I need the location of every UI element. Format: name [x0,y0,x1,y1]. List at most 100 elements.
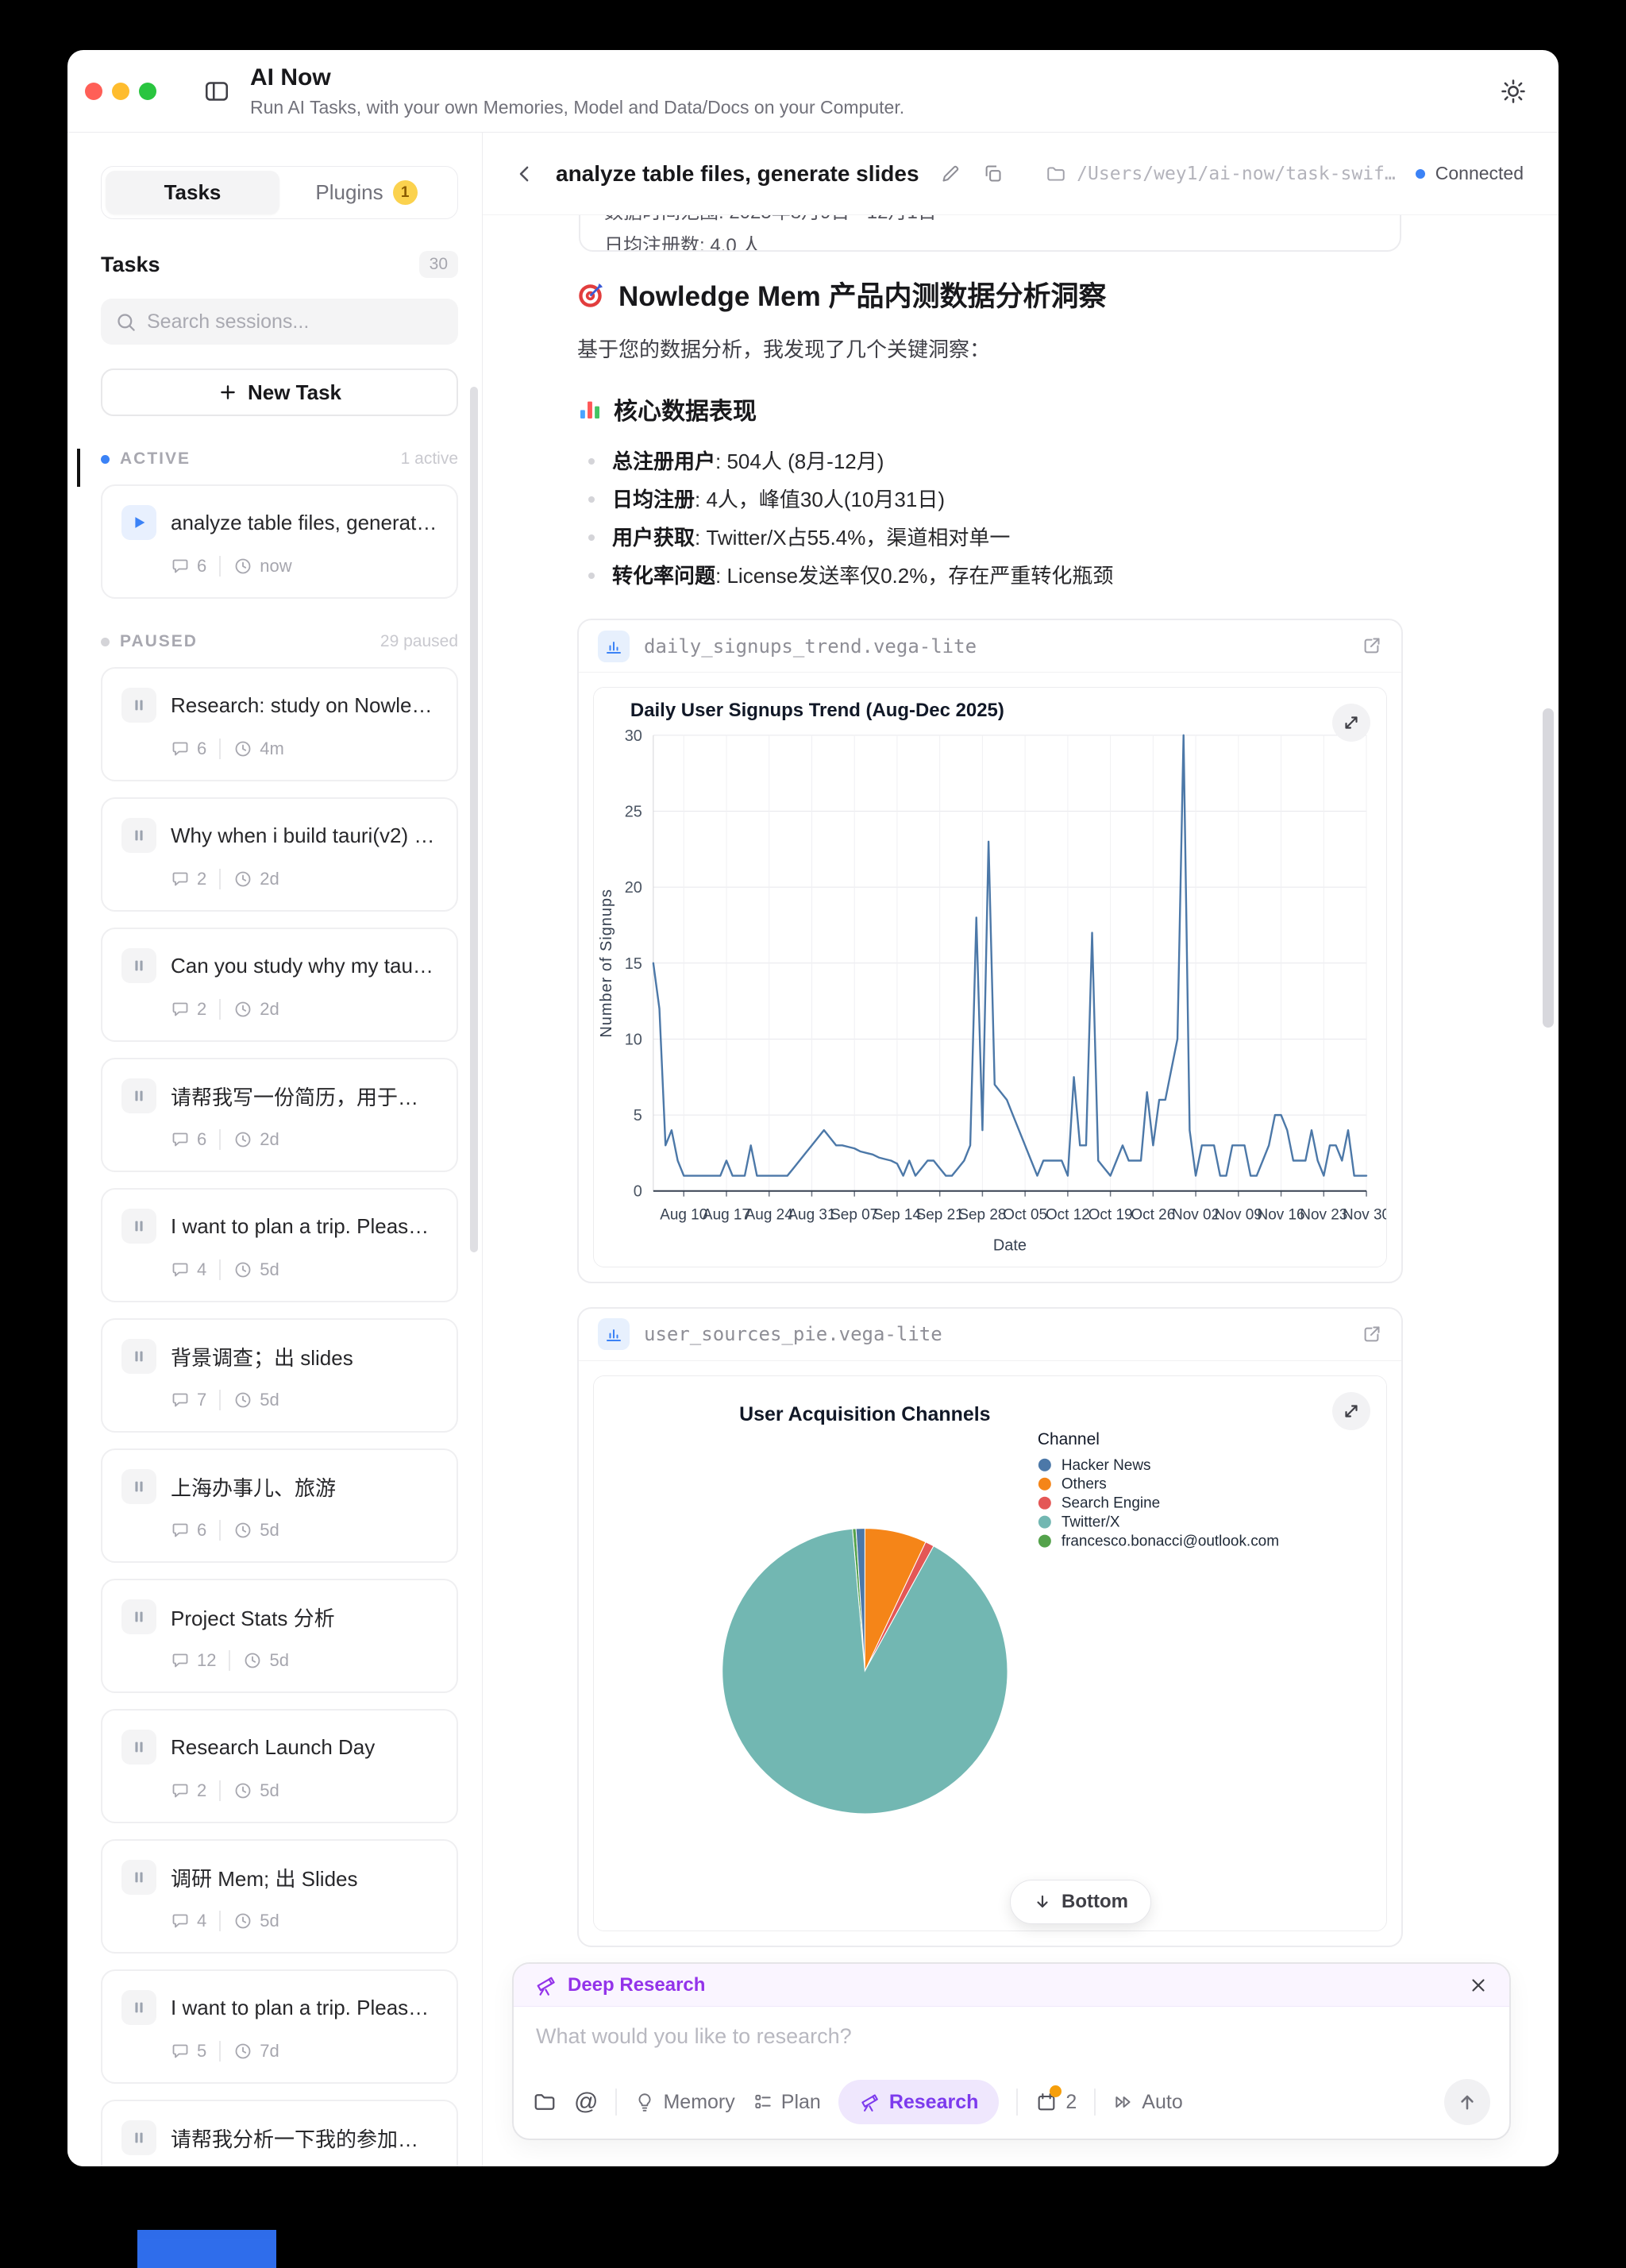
chat-scroll-area[interactable]: 数据时间范围: 2025年8月9日 - 12月1日 日均注册数: 4.0 人 N… [483,215,1559,2166]
task-card[interactable]: Research: study on Nowledge M... 6 4m [101,667,458,781]
pause-icon [121,948,156,983]
task-meta: 6 2d [171,1129,437,1150]
clipped-stats-card: 数据时间范围: 2025年8月9日 - 12月1日 日均注册数: 4.0 人 [579,215,1401,252]
workspace-path[interactable]: /Users/wey1/ai-now/task-swif… [1077,163,1396,184]
comment-count: 2 [197,869,207,889]
tasks-section-header: Tasks 30 [101,251,458,278]
task-title: I want to plan a trip. Please help ... [171,1213,437,1238]
svg-text:Nov 09: Nov 09 [1215,1207,1262,1224]
zoom-window-button[interactable] [139,82,156,100]
task-card[interactable]: Project Stats 分析 12 5d [101,1579,458,1693]
new-task-button[interactable]: New Task [101,368,458,416]
svg-text:Date: Date [993,1237,1027,1255]
meta-divider [219,1520,222,1541]
meta-divider [219,556,222,577]
daily-signups-line-chart: Daily User Signups Trend (Aug-Dec 2025) 0… [594,688,1386,1267]
comment-count: 4 [197,1911,207,1930]
auto-mode-button[interactable]: Auto [1113,2091,1183,2114]
task-card[interactable]: 上海办事儿、旅游 6 5d [101,1448,458,1563]
composer-toolbar: @ Memory Plan [514,2066,1509,2139]
open-external-icon[interactable] [1361,635,1382,657]
comment-count-icon [171,1911,190,1930]
search-input[interactable] [147,310,444,334]
user-sources-pie-chart: User Acquisition Channels Channel Hacker N… [594,1375,1386,1931]
task-age: 2d [260,869,279,889]
task-age: 4m [260,739,284,758]
back-chevron-icon[interactable] [513,162,537,186]
task-age: 5d [260,1520,279,1540]
deep-research-composer: Deep Research @ [512,1962,1511,2140]
clock-icon [243,1651,262,1670]
plugins-badge: 1 [392,180,418,205]
attach-folder-icon[interactable] [533,2090,557,2114]
task-age: 5d [260,1390,279,1410]
paused-section-header: PAUSED 29 paused [101,632,458,651]
task-card[interactable]: analyze table files, generate slides 6 n… [101,484,458,599]
mention-icon[interactable]: @ [574,2089,599,2115]
plan-button[interactable]: Plan [753,2091,821,2114]
tasks-section-label: Tasks [101,252,160,276]
comment-count: 6 [197,1129,207,1149]
toolbar-divider [1094,2089,1096,2116]
memory-button[interactable]: Memory [634,2091,735,2114]
open-external-icon[interactable] [1361,1324,1382,1345]
toolbar-divider [615,2089,618,2116]
task-card[interactable]: I want to plan a trip. Please help ... 4… [101,1188,458,1302]
tab-plugins[interactable]: Plugins 1 [279,171,453,214]
theme-toggle-icon[interactable] [1500,78,1527,105]
task-card[interactable]: 请帮我写一份简历，用于和中国高校... 6 2d [101,1058,458,1172]
task-card[interactable]: 背景调查；出 slides 7 5d [101,1318,458,1433]
research-prompt-input[interactable] [536,2024,1487,2049]
svg-text:Oct 12: Oct 12 [1046,1207,1090,1224]
meta-divider [219,1780,222,1801]
svg-text:15: 15 [625,955,642,973]
task-age: 5d [260,1259,279,1279]
active-status-dot [101,454,110,464]
task-title: Project Stats 分析 [171,1606,335,1630]
meta-divider [219,1911,222,1931]
main-scrollbar[interactable] [1543,708,1554,1028]
research-mode-button[interactable]: Research [838,2080,1000,2124]
comment-count-icon [171,557,190,576]
expand-chart-icon[interactable] [1332,1391,1370,1430]
copy-title-icon[interactable] [982,163,1004,184]
comment-count: 6 [197,556,207,576]
svg-text:Oct 05: Oct 05 [1003,1207,1047,1224]
composer-mode-header: Deep Research [514,1964,1509,2007]
task-card[interactable]: Can you study why my tauri(v2) ... 2 2d [101,928,458,1042]
task-age: 2d [260,999,279,1019]
close-icon[interactable] [1468,1975,1489,1996]
task-meta: 2 2d [171,999,437,1020]
schedule-button[interactable]: 2 [1035,2085,1077,2114]
svg-text:Daily User Signups Trend (Aug-: Daily User Signups Trend (Aug-Dec 2025) [630,700,1004,721]
tab-plugins-label: Plugins [315,180,383,204]
sidebar-toggle-icon[interactable] [202,77,231,106]
insight-bullet: 日均注册: 4人，峰值30人(10月31日) [577,480,1403,519]
expand-chart-icon[interactable] [1332,704,1370,742]
task-title: 请帮我分析一下我的参加内测邀请和... [171,2127,437,2151]
pie-chart-card: user_sources_pie.vega-lite User Acquisit… [577,1306,1403,1948]
send-button[interactable] [1444,2079,1490,2125]
checklist-icon [753,2092,773,2112]
sidebar-scrollbar[interactable] [470,387,478,1252]
clock-icon [233,1521,252,1540]
edit-title-icon[interactable] [940,163,961,184]
tab-tasks[interactable]: Tasks [106,171,279,214]
task-card[interactable]: I want to plan a trip. Please help ... 5… [101,1969,458,2084]
scroll-to-bottom-button[interactable]: Bottom [1010,1880,1151,1924]
toolbar-divider [1016,2089,1019,2116]
task-meta: 4 5d [171,1911,437,1931]
meta-divider [219,2041,222,2062]
task-card[interactable]: Why when i build tauri(v2) on my... 2 2d [101,797,458,912]
task-card[interactable]: 请帮我分析一下我的参加内测邀请和... 4 7d [101,2100,458,2166]
close-window-button[interactable] [85,82,102,100]
active-task-list: analyze table files, generate slides 6 n… [101,484,458,599]
task-title: Can you study why my tauri(v2) ... [171,953,437,978]
task-age: 5d [269,1650,289,1670]
task-card[interactable]: Research Launch Day 2 5d [101,1709,458,1823]
task-card[interactable]: 调研 Mem; 出 Slides 4 5d [101,1839,458,1954]
search-sessions-field[interactable] [101,299,458,345]
task-meta: 12 5d [171,1650,437,1671]
insight-intro: 基于您的数据分析，我发现了几个关键洞察： [577,338,991,361]
minimize-window-button[interactable] [112,82,129,100]
